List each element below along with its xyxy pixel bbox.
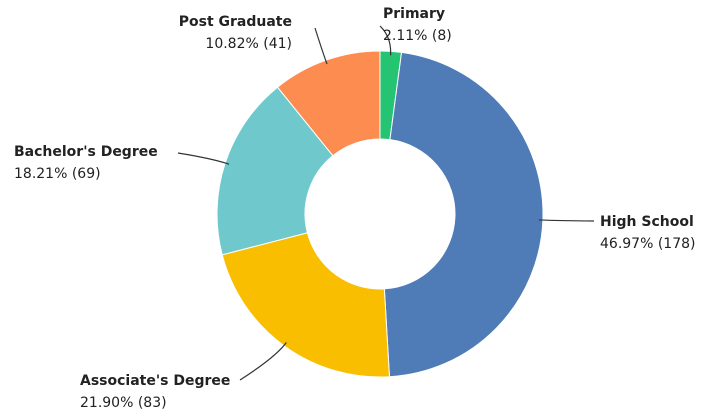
slice-value-label: 18.21% (69) xyxy=(14,166,101,182)
slice-value-label: 46.97% (178) xyxy=(600,236,695,252)
slice-label: Associate's Degree xyxy=(80,373,230,389)
slice-label: Bachelor's Degree xyxy=(14,144,158,160)
leader-line xyxy=(314,27,328,65)
slice-value-label: 2.11% (8) xyxy=(383,28,452,44)
leader-line xyxy=(177,152,230,165)
donut-slice xyxy=(383,51,544,378)
donut-slice xyxy=(221,232,390,378)
donut-slice xyxy=(216,86,334,256)
leader-line xyxy=(379,25,392,56)
slice-label: Post Graduate xyxy=(179,14,292,30)
slice-value-label: 10.82% (41) xyxy=(205,36,292,52)
slice-value-label: 21.90% (83) xyxy=(80,395,167,411)
slice-label: Primary xyxy=(383,6,445,22)
slice-label: High School xyxy=(600,214,694,230)
leader-line xyxy=(538,219,595,222)
donut-slice xyxy=(276,50,381,157)
leader-line xyxy=(239,342,287,381)
